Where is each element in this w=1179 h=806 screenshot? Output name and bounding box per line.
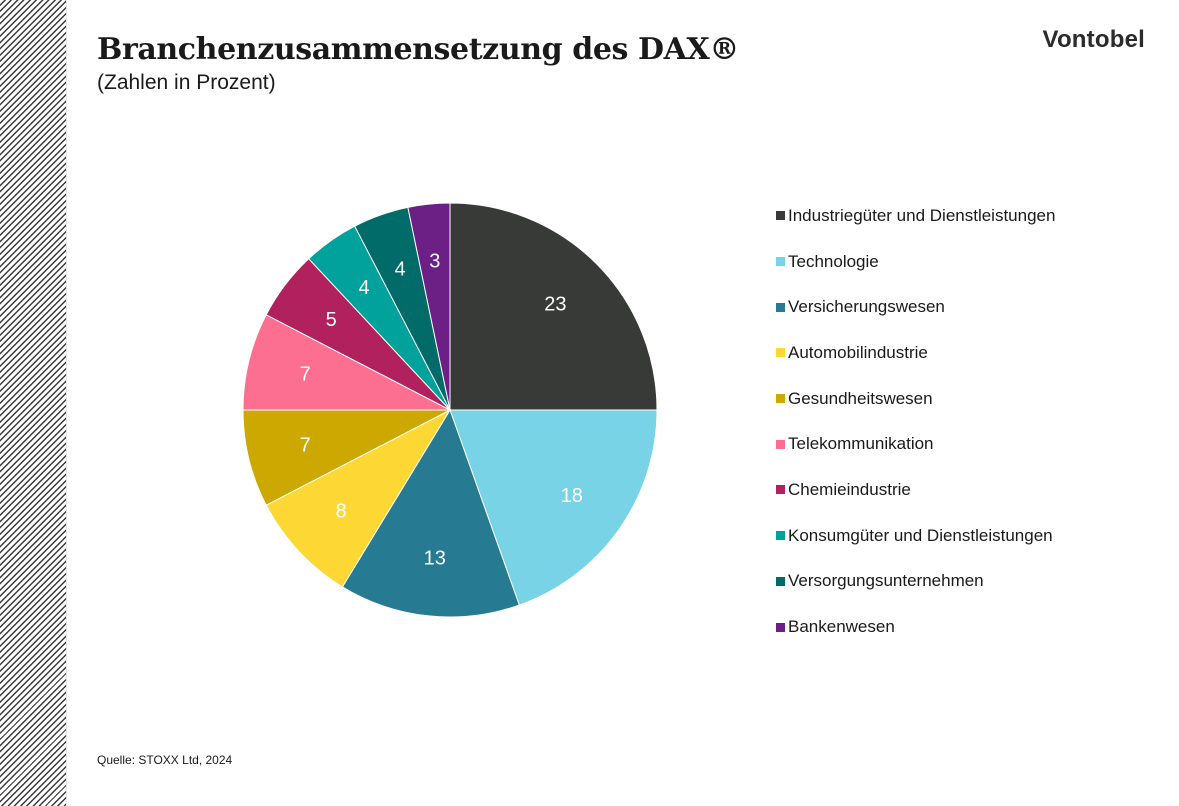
pie-slice-telekommunikation	[242, 314, 451, 411]
legend-item-technologie: Technologie	[776, 239, 1055, 285]
legend-label: Industriegüter und Dienstleistungen	[788, 205, 1056, 225]
legend-swatch	[776, 531, 785, 541]
legend-label: Versicherungswesen	[788, 297, 945, 317]
slice-value-label: 8	[336, 501, 347, 523]
legend-swatch	[776, 302, 785, 312]
legend-item-versicherungswesen: Versicherungswesen	[776, 284, 1055, 330]
slice-value-label: 7	[300, 434, 311, 456]
slice-value-label: 23	[544, 294, 566, 316]
slice-value-label: 13	[424, 547, 446, 569]
legend-item-automobilindustrie: Automobilindustrie	[776, 330, 1055, 376]
legend-swatch	[776, 622, 785, 632]
vontobel-logo: Vontobel	[1042, 26, 1145, 53]
legend-swatch	[776, 576, 785, 586]
legend-label: Technologie	[788, 251, 879, 271]
legend-item-chemieindustrie: Chemieindustrie	[776, 467, 1055, 513]
decorative-stripe-band	[0, 0, 67, 806]
legend-item-versorgungsunternehmen: Versorgungsunternehmen	[776, 559, 1055, 605]
slice-value-label: 4	[358, 277, 369, 299]
legend-label: Versorgungsunternehmen	[788, 571, 984, 591]
pie-slice-bankenwesen	[407, 202, 451, 411]
legend-item-gesundheitswesen: Gesundheitswesen	[776, 376, 1055, 422]
legend-swatch	[776, 394, 785, 404]
pie-slice-automobilindustrie	[265, 408, 452, 588]
slice-value-label: 4	[395, 259, 406, 281]
legend-label: Gesundheitswesen	[788, 388, 933, 408]
legend-swatch	[776, 348, 785, 358]
legend-label: Automobilindustrie	[788, 342, 928, 362]
legend-item-telekommunikation: Telekommunikation	[776, 421, 1055, 467]
chart-subtitle: (Zahlen in Prozent)	[97, 71, 276, 94]
pie-slice-gesundheitswesen	[242, 409, 451, 506]
pie-slice-technologie	[449, 409, 658, 606]
legend-label: Bankenwesen	[788, 617, 895, 637]
legend-label: Konsumgüter und Dienstleistungen	[788, 525, 1053, 545]
pie-slice-versicherungswesen	[341, 408, 520, 618]
slice-value-label: 7	[300, 364, 311, 386]
chart-legend: Industriegüter und Dienstleistungen Techn…	[776, 193, 1055, 650]
slice-value-label: 5	[326, 309, 337, 331]
legend-swatch	[776, 485, 785, 495]
pie-slice-industriegueter-und-dienstleistungen	[449, 202, 658, 411]
slice-value-label: 18	[561, 485, 583, 507]
legend-label: Telekommunikation	[788, 434, 934, 454]
source-note: Quelle: STOXX Ltd, 2024	[97, 753, 233, 767]
legend-item-industriegueter-und-dienstleistungen: Industriegüter und Dienstleistungen	[776, 193, 1055, 239]
legend-item-bankenwesen: Bankenwesen	[776, 604, 1055, 650]
chart-title: Branchenzusammensetzung des DAX®	[97, 32, 740, 67]
legend-swatch	[776, 439, 785, 449]
legend-swatch	[776, 257, 785, 267]
slice-value-label: 3	[429, 251, 440, 273]
legend-item-konsumgueter-und-dienstleistungen: Konsumgüter und Dienstleistungen	[776, 513, 1055, 559]
legend-label: Chemieindustrie	[788, 479, 911, 499]
legend-swatch	[776, 211, 785, 221]
